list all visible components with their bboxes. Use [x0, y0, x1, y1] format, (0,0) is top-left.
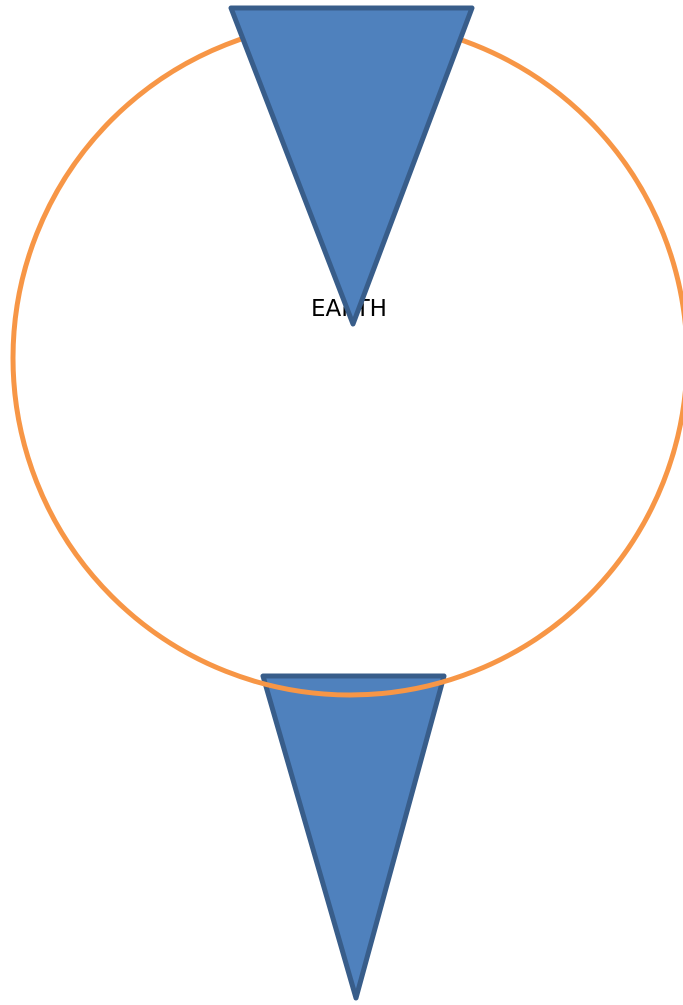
bottom-triangle [260, 673, 447, 1001]
top-triangle [228, 5, 475, 327]
